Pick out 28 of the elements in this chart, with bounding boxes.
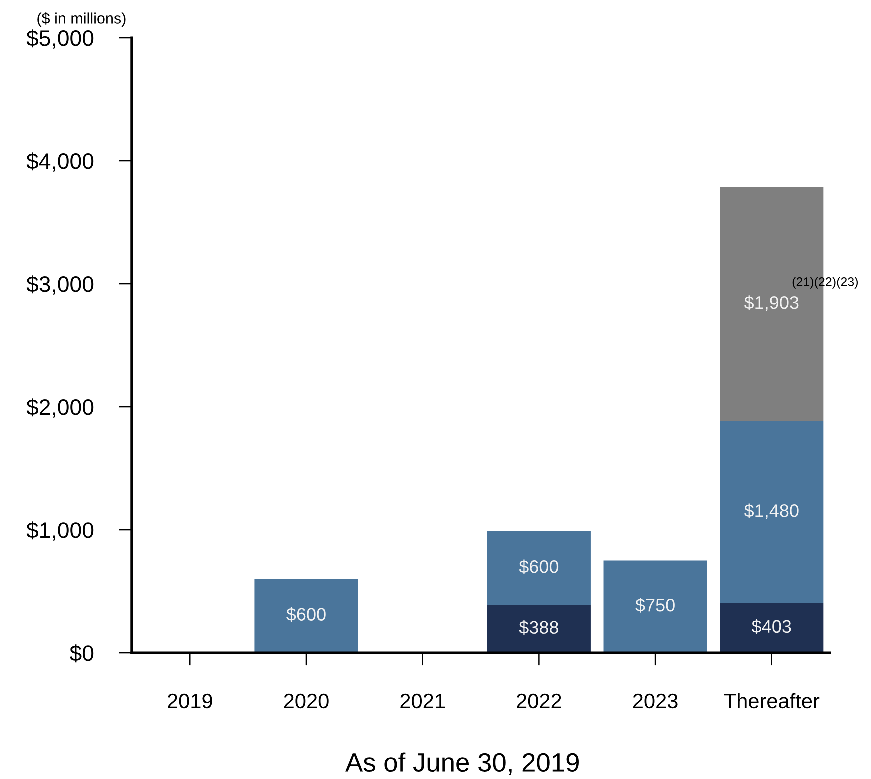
- data-label: $403: [752, 620, 792, 634]
- y-tick-label: $3,000: [26, 276, 94, 295]
- bar: [720, 603, 824, 654]
- bar: [254, 579, 358, 654]
- x-tick-label: 2019: [168, 694, 212, 709]
- bar: [720, 421, 824, 604]
- bar: [487, 605, 591, 654]
- data-label: $388: [519, 620, 558, 636]
- x-tick-label: 2022: [517, 694, 562, 709]
- data-label: $600: [286, 607, 326, 622]
- y-axis-title: ($ in millions): [38, 12, 126, 27]
- x-tick-label: 2020: [284, 694, 329, 709]
- y-tick-label: $0: [70, 644, 94, 663]
- data-label: $600: [519, 560, 559, 574]
- y-tick-label: $4,000: [26, 152, 94, 172]
- data-label: $750: [636, 598, 675, 613]
- x-tick-label: 2021: [400, 694, 445, 709]
- data-label: $1,480: [744, 504, 799, 520]
- bar: [487, 532, 591, 606]
- y-tick-label: $2,000: [26, 398, 94, 418]
- data-label: $1,903: [744, 296, 799, 312]
- x-axis-title: As of June 30, 2019: [346, 752, 579, 776]
- annotation: (21)(22)(23): [792, 277, 858, 289]
- x-tick-label: Thereafter: [724, 693, 820, 709]
- bar: [604, 560, 708, 654]
- x-tick-label: 2023: [633, 694, 678, 709]
- y-tick-label: $5,000: [26, 30, 94, 49]
- y-tick-label: $1,000: [26, 522, 94, 541]
